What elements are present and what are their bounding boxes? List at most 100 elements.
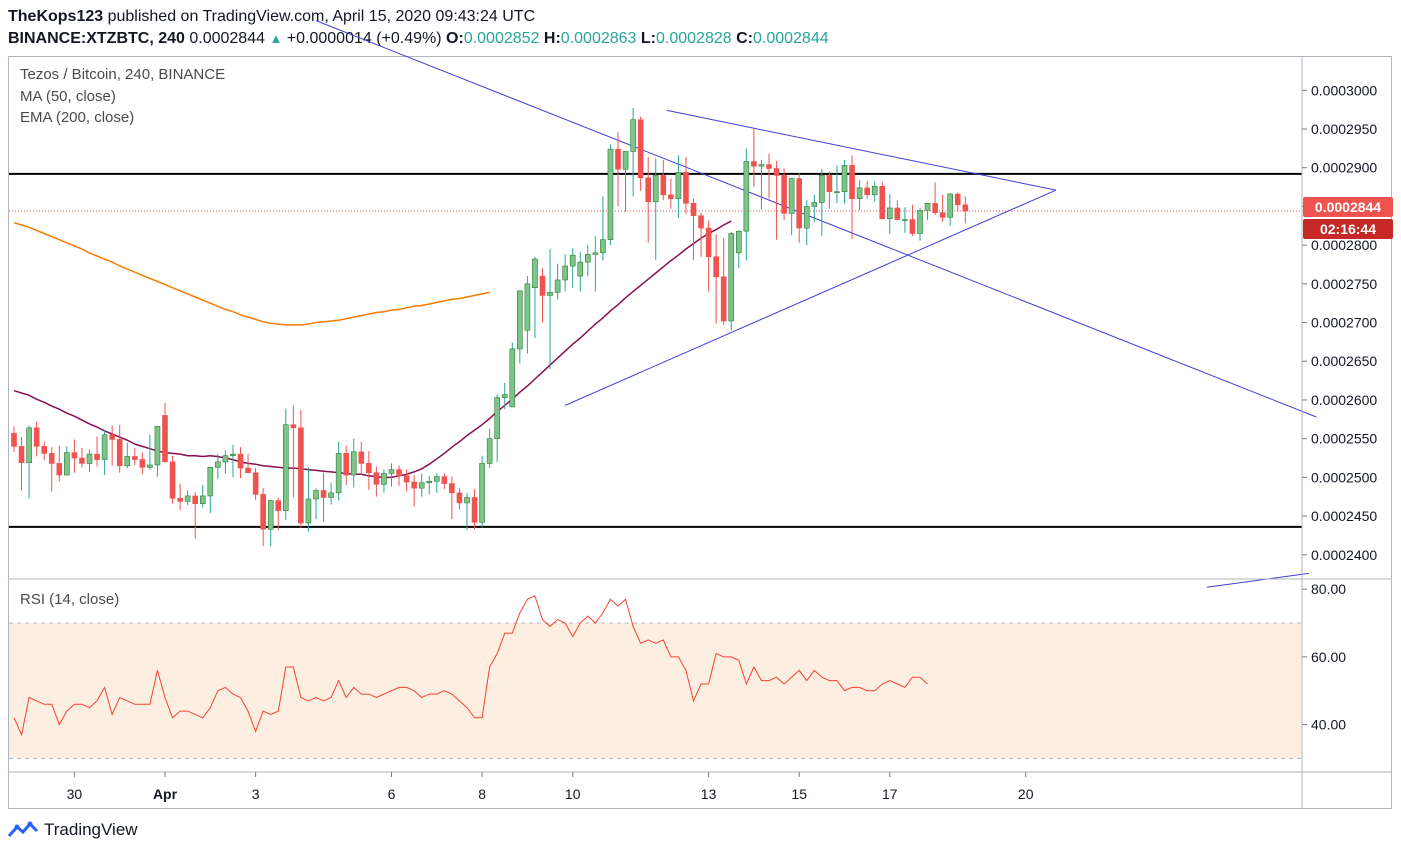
candle-body	[335, 453, 342, 494]
candle-body	[403, 475, 410, 483]
symbol-line: BINANCE:XTZBTC, 240 0.0002844 ▲ +0.00000…	[8, 28, 829, 50]
candle-body	[350, 451, 357, 476]
candle-body	[79, 457, 85, 464]
time-tick-label: 13	[701, 786, 717, 802]
candle-body	[781, 175, 787, 214]
candle-body	[162, 415, 168, 463]
candle-body	[645, 177, 652, 203]
candle-body	[954, 193, 961, 206]
trendline	[666, 109, 1057, 191]
up-arrow-icon: ▲	[269, 31, 283, 46]
high-value: 0.0002863	[560, 30, 637, 47]
candle-body	[690, 203, 697, 216]
price-tick-label: 0.0002450	[1311, 508, 1377, 524]
candle-body	[282, 424, 289, 511]
candle-body	[426, 480, 433, 484]
candle-body	[48, 453, 55, 464]
candle-body	[630, 119, 636, 152]
price-tick-label: 0.0003000	[1311, 82, 1377, 98]
bar-countdown-tag: 02:16:44	[1303, 219, 1393, 239]
candle-body	[433, 476, 440, 482]
candle-body	[33, 427, 40, 447]
candle-body	[441, 476, 448, 484]
price-tick-label: 0.0002700	[1311, 315, 1377, 331]
candle-body	[615, 148, 621, 170]
rsi-tick-label: 40.00	[1311, 717, 1346, 733]
footer-brand[interactable]: TradingView	[8, 820, 138, 840]
legend-ema[interactable]: EMA (200, close)	[20, 109, 135, 126]
price-tick-label: 0.0002950	[1311, 121, 1377, 137]
time-tick-label: 3	[252, 786, 260, 802]
candle-body	[116, 439, 123, 467]
price-tick-label: 0.0002750	[1311, 276, 1377, 292]
candle-body	[532, 258, 538, 288]
candle-body	[886, 207, 893, 220]
candle-body	[86, 453, 93, 464]
chart-frame[interactable]	[8, 56, 1392, 809]
candle-body	[509, 348, 516, 408]
candle-body	[894, 207, 901, 220]
published-text: published on TradingView.com, April 15, …	[107, 8, 536, 25]
candle-body	[101, 434, 108, 460]
candle-body	[320, 490, 327, 498]
candle-body	[222, 455, 229, 463]
candle-body	[841, 165, 848, 193]
candle-body	[758, 164, 765, 167]
price-tick-label: 0.0002500	[1311, 469, 1377, 485]
candle-body	[328, 492, 334, 498]
candle-body	[713, 256, 719, 278]
candle-body	[517, 290, 523, 350]
candle-body	[607, 148, 614, 240]
time-tick-label: 17	[882, 786, 898, 802]
rsi-band-area	[9, 623, 1302, 759]
time-tick-label: 6	[388, 786, 396, 802]
low-value: 0.0002828	[656, 30, 732, 47]
candle-body	[932, 203, 938, 213]
candle-body	[199, 495, 206, 504]
candle-body	[411, 481, 417, 489]
candle-body	[290, 424, 297, 429]
time-tick-label: 20	[1018, 786, 1034, 802]
candle-body	[381, 473, 387, 485]
candle-body	[132, 456, 138, 460]
rsi-tick-label: 60.00	[1311, 649, 1346, 665]
candle-body	[41, 446, 48, 454]
price-tick-label: 0.0002650	[1311, 353, 1377, 369]
candle-body	[343, 453, 350, 476]
legend-ma[interactable]: MA (50, close)	[20, 88, 116, 105]
candle-body	[569, 254, 576, 267]
candle-body	[366, 463, 372, 474]
close-value: 0.0002844	[752, 30, 829, 47]
open-value: 0.0002852	[463, 30, 540, 47]
candle-body	[728, 233, 735, 322]
candle-body	[373, 472, 380, 485]
candle-body	[909, 219, 916, 234]
candle-body	[177, 497, 183, 502]
candle-body	[592, 252, 599, 255]
change-value: +0.0000014 (+0.49%)	[286, 30, 442, 47]
candle-body	[501, 394, 508, 398]
tradingview-logo-icon	[8, 821, 38, 837]
candle-body	[652, 175, 659, 203]
candle-body	[947, 193, 954, 218]
candle-body	[11, 432, 17, 447]
symbol-label: BINANCE:XTZBTC, 240	[8, 30, 185, 47]
candle-body	[471, 497, 478, 523]
candle-body	[358, 451, 365, 464]
legend-rsi[interactable]: RSI (14, close)	[20, 591, 120, 608]
candle-body	[230, 453, 236, 456]
candle-body	[962, 204, 969, 212]
candle-body	[766, 164, 772, 169]
candle-body	[600, 239, 606, 254]
candle-body	[826, 175, 833, 193]
candle-body	[856, 187, 863, 199]
candle-body	[494, 397, 501, 439]
publisher-name[interactable]: TheKops123	[8, 8, 104, 25]
candle-body	[267, 500, 274, 530]
legend-title: Tezos / Bitcoin, 240, BINANCE	[20, 66, 226, 83]
candle-body	[720, 276, 727, 322]
candle-body	[811, 202, 818, 207]
low-label: L:	[640, 30, 656, 47]
current-price-tag: 0.0002844	[1303, 197, 1393, 217]
